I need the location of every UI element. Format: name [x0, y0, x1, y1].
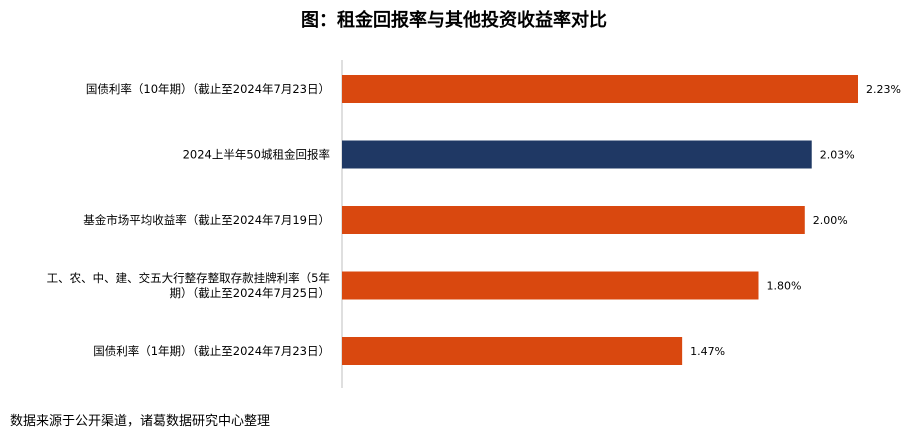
category-label-5: 国债利率（1年期）（截止至2024年7月23日） — [93, 344, 330, 358]
bar-5 — [342, 337, 683, 365]
value-label-4: 1.80% — [767, 280, 802, 293]
bar-4 — [342, 271, 759, 300]
category-label-4-line-2: 期）（截止至2024年7月25日） — [170, 286, 330, 300]
value-label-3: 2.00% — [813, 214, 848, 227]
category-label-3: 基金市场平均收益率（截止至2024年7月19日） — [83, 213, 330, 227]
value-label-1: 2.23% — [866, 83, 901, 96]
chart-title: 图：租金回报率与其他投资收益率对比 — [301, 10, 607, 31]
category-label-4-line-1: 工、农、中、建、交五大行整存整取存款挂牌利率（5年 — [47, 271, 330, 285]
bar-2 — [342, 140, 812, 169]
value-label-2: 2.03% — [820, 149, 855, 162]
bar-1 — [342, 75, 858, 103]
category-label-2: 2024上半年50城租金回报率 — [183, 148, 330, 162]
value-label-5: 1.47% — [690, 345, 725, 358]
bar-3 — [342, 206, 805, 234]
category-label-1: 国债利率（10年期）（截止至2024年7月23日） — [86, 82, 330, 96]
source-note: 数据来源于公开渠道，诸葛数据研究中心整理 — [10, 414, 271, 429]
